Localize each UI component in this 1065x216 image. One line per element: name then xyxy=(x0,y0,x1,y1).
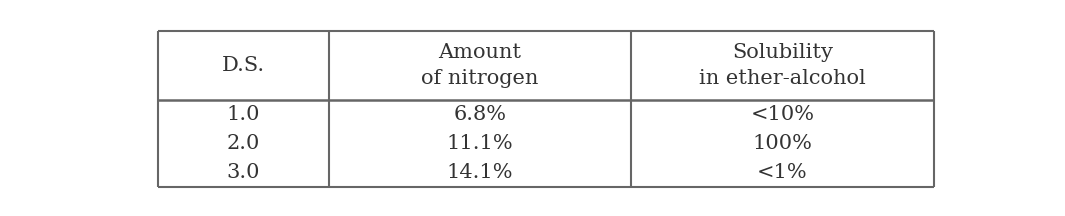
Text: 3.0: 3.0 xyxy=(227,163,260,182)
Text: 6.8%: 6.8% xyxy=(454,105,506,124)
Text: <10%: <10% xyxy=(751,105,815,124)
Text: 100%: 100% xyxy=(753,134,813,153)
Text: 14.1%: 14.1% xyxy=(446,163,513,182)
Text: Amount
of nitrogen: Amount of nitrogen xyxy=(421,43,539,88)
Text: Solubility
in ether-alcohol: Solubility in ether-alcohol xyxy=(699,43,866,88)
Text: 2.0: 2.0 xyxy=(227,134,260,153)
Text: <1%: <1% xyxy=(757,163,807,182)
Text: 1.0: 1.0 xyxy=(227,105,260,124)
Text: 11.1%: 11.1% xyxy=(446,134,513,153)
Text: D.S.: D.S. xyxy=(222,56,265,75)
